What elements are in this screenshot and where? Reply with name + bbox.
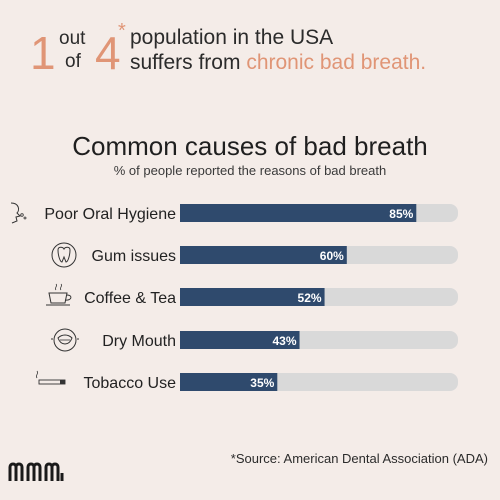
headline-number-four: 4 [95, 27, 121, 79]
brand-logo-icon [8, 462, 64, 481]
bar-row: Dry Mouth 43% [51, 328, 458, 352]
cigarette-icon [36, 370, 66, 385]
headline-word-out: out [59, 28, 86, 49]
bar-row: Coffee & Tea 52% [46, 283, 458, 307]
headline-number-one: 1 [30, 27, 56, 79]
value-label: 43% [273, 334, 297, 348]
bar-row: Tobacco Use 35% [36, 370, 458, 392]
face-profile-icon [10, 202, 27, 224]
headline-line1: population in the USA [130, 26, 334, 49]
bar-row: Poor Oral Hygiene 85% [10, 202, 458, 224]
bar [180, 204, 417, 222]
value-label: 52% [298, 291, 322, 305]
headline-word-of: of [65, 51, 81, 72]
headline: 1 out of 4 * population in the USA suffe… [30, 14, 480, 84]
tooth-icon [51, 242, 77, 268]
chart-subtitle: % of people reported the reasons of bad … [113, 163, 387, 178]
bar [180, 373, 278, 391]
chart-title: Common causes of bad breath [72, 131, 428, 161]
bar [180, 246, 347, 264]
bar [180, 331, 300, 349]
source-note: *Source: American Dental Association (AD… [230, 451, 488, 466]
category-label: Dry Mouth [102, 333, 176, 350]
value-label: 60% [320, 249, 344, 263]
dry-mouth-icon [51, 328, 79, 352]
category-label: Poor Oral Hygiene [44, 206, 176, 223]
headline-line2-prefix: suffers from [130, 51, 247, 74]
coffee-cup-icon [46, 283, 72, 306]
headline-highlight: chronic bad breath. [246, 51, 427, 74]
headline-asterisk: * [118, 20, 126, 42]
bar-row: Gum issues 60% [51, 242, 458, 268]
headline-line2: suffers from chronic bad breath. [130, 51, 426, 75]
category-label: Gum issues [92, 248, 176, 265]
category-label: Tobacco Use [84, 375, 177, 392]
bar [180, 288, 325, 306]
category-label: Coffee & Tea [84, 290, 176, 307]
value-label: 35% [250, 376, 274, 390]
value-label: 85% [389, 207, 413, 221]
